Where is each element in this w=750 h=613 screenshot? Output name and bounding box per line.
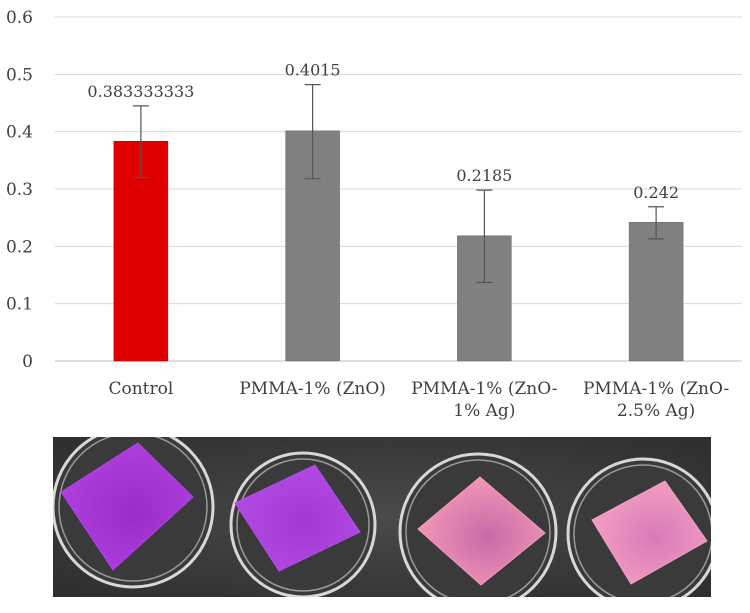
x-axis-category-labels: Control PMMA-1% (ZnO) PMMA-1% (ZnO-1% Ag)P… — [108, 379, 729, 421]
data-label: 0.242 — [633, 183, 679, 202]
petri-dish-rim — [573, 464, 711, 597]
sample-specimen — [60, 442, 194, 571]
y-tick-label: 0 — [22, 352, 33, 372]
bar-chart: 0 0.1 0.2 0.3 0.4 0.5 0.6 0.383333333 0.4015 0.2… — [6, 8, 742, 421]
data-label: 0.383333333 — [87, 82, 194, 101]
y-tick-label: 0.5 — [6, 65, 33, 85]
gridlines — [55, 16, 742, 362]
bar — [628, 222, 684, 362]
sample-photo — [53, 437, 711, 597]
category-label: 2.5% Ag) — [617, 401, 695, 421]
category-label: PMMA-1% (ZnO- — [583, 379, 729, 399]
sample-specimen — [591, 480, 708, 585]
sample-dishes-image — [53, 437, 711, 597]
y-tick-label: 0.1 — [6, 295, 33, 315]
sample-specimen — [234, 464, 361, 572]
y-tick-label: 0.2 — [6, 237, 33, 257]
petri-dish-rim — [405, 459, 551, 597]
petri-dish-rim — [58, 437, 208, 582]
data-labels: 0.383333333 0.4015 0.2185 0.242 — [87, 61, 679, 202]
y-tick-label: 0.4 — [6, 123, 33, 143]
y-tick-label: 0.3 — [6, 180, 33, 200]
sample-specimen — [417, 476, 546, 586]
y-axis-tick-labels: 0 0.1 0.2 0.3 0.4 0.5 0.6 — [6, 8, 33, 372]
petri-dish-rim — [236, 458, 370, 592]
category-label: PMMA-1% (ZnO) — [239, 379, 386, 399]
category-label: 1% Ag) — [453, 401, 515, 421]
error-bars — [132, 84, 665, 284]
data-label: 0.4015 — [285, 61, 341, 80]
data-label: 0.2185 — [456, 166, 512, 185]
category-label: Control — [108, 379, 173, 399]
category-label: PMMA-1% (ZnO- — [411, 379, 557, 399]
y-tick-label: 0.6 — [6, 8, 33, 28]
